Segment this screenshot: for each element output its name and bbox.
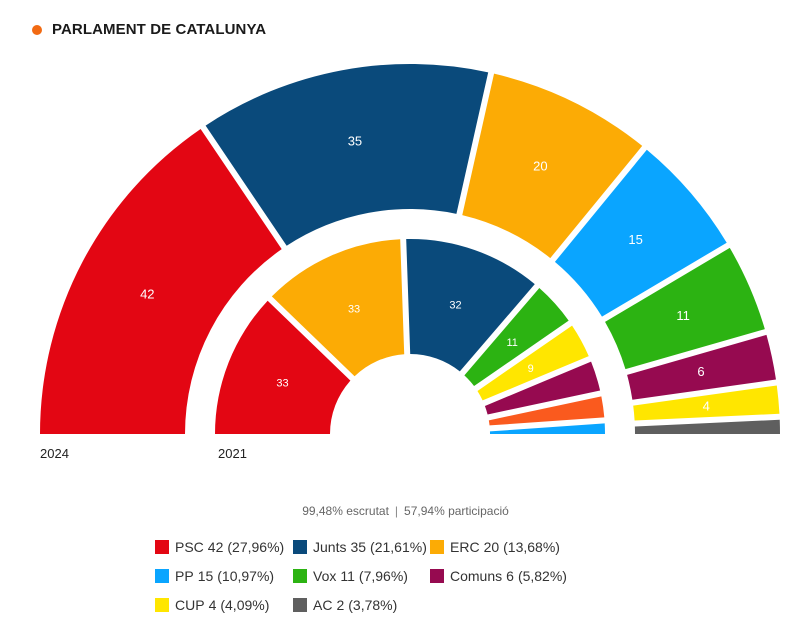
legend-swatch-comuns xyxy=(430,569,444,583)
year-label-2021: 2021 xyxy=(218,446,247,461)
legend-seat-count: 4 xyxy=(208,597,217,613)
legend-vote-percentage: (27,96%) xyxy=(227,539,285,555)
chart-title: PARLAMENT DE CATALUNYA xyxy=(52,21,267,38)
seat-segment-2021-cup[interactable] xyxy=(477,325,589,401)
seat-segment-2024-psc[interactable] xyxy=(40,128,282,435)
seat-segment-2024-comuns[interactable] xyxy=(627,334,776,400)
legend-vote-percentage: (4,09%) xyxy=(220,597,270,613)
scrutiny-text: 99,48% escrutat xyxy=(302,504,389,518)
legend-party-name: Vox xyxy=(313,568,337,584)
results-summary: 99,48% escrutat | 57,94% participació xyxy=(0,504,811,518)
legend-seat-count: 35 xyxy=(350,539,367,555)
legend-party-name: ERC xyxy=(450,539,480,555)
seat-segment-2024-vox[interactable] xyxy=(605,247,765,370)
seat-segment-2024-cup[interactable] xyxy=(633,385,780,421)
legend-seat-count: 20 xyxy=(483,539,500,555)
seat-count-label-2024-pp: 15 xyxy=(628,232,642,247)
seat-count-label-2021-cup: 9 xyxy=(528,363,534,375)
summary-separator: | xyxy=(394,504,399,518)
seat-count-label-2024-psc: 42 xyxy=(140,286,154,301)
seat-count-label-2024-comuns: 6 xyxy=(697,364,704,379)
seat-segment-2024-pp[interactable] xyxy=(554,149,727,317)
legend-item-erc[interactable]: ERC 20 (13,68%) xyxy=(430,539,560,555)
legend-swatch-vox xyxy=(293,569,307,583)
legend-swatch-ac xyxy=(293,598,307,612)
orange-dot-icon xyxy=(32,24,42,35)
legend-item-ac[interactable]: AC 2 (3,78%) xyxy=(293,597,397,613)
legend-vote-percentage: (5,82%) xyxy=(517,568,567,584)
seat-count-label-2024-vox: 11 xyxy=(676,308,690,323)
legend-party-name: PP xyxy=(175,568,194,584)
legend-vote-percentage: (3,78%) xyxy=(348,597,398,613)
legend-seat-count: 42 xyxy=(207,539,224,555)
legend-item-pp[interactable]: PP 15 (10,97%) xyxy=(155,568,274,584)
legend-swatch-pp xyxy=(155,569,169,583)
legend-seat-count: 2 xyxy=(336,597,345,613)
legend-vote-percentage: (13,68%) xyxy=(503,539,560,555)
participation-text: 57,94% participació xyxy=(404,504,509,518)
legend-item-cup[interactable]: CUP 4 (4,09%) xyxy=(155,597,269,613)
seat-segment-2021-psc[interactable] xyxy=(215,300,351,434)
legend-item-psc[interactable]: PSC 42 (27,96%) xyxy=(155,539,284,555)
parliament-chart: 42 35 20 15 11 6 4 2024 33 33 32 11 9 2021 xyxy=(40,64,780,461)
seat-count-label-2024-erc: 20 xyxy=(533,159,547,174)
seat-count-label-2024-cup: 4 xyxy=(703,398,710,413)
legend-party-name: AC xyxy=(313,597,333,613)
seat-segment-2021-pp[interactable] xyxy=(489,423,605,434)
legend-vote-percentage: (10,97%) xyxy=(217,568,275,584)
seat-segment-2024-ac[interactable] xyxy=(634,419,780,434)
legend-vote-percentage: (7,96%) xyxy=(358,568,408,584)
seat-count-label-2024-junts: 35 xyxy=(348,134,362,149)
year-label-2024: 2024 xyxy=(40,446,69,461)
legend-seat-count: 6 xyxy=(506,568,514,584)
legend-party-name: Comuns xyxy=(450,568,503,584)
legend-swatch-psc xyxy=(155,540,169,554)
legend-item-comuns[interactable]: Comuns 6 (5,82%) xyxy=(430,568,567,584)
legend-swatch-junts xyxy=(293,540,307,554)
chart-header: PARLAMENT DE CATALUNYA xyxy=(32,21,266,38)
legend-seat-count: 15 xyxy=(197,568,214,584)
legend-seat-count: 11 xyxy=(340,568,355,584)
seat-segment-2021-vox[interactable] xyxy=(464,288,569,387)
seat-segment-2021-comuns[interactable] xyxy=(484,361,601,415)
seat-segment-2024-erc[interactable] xyxy=(462,73,643,259)
seat-segment-2021-junts[interactable] xyxy=(406,239,535,372)
seat-segment-2021-cs[interactable] xyxy=(488,396,605,426)
legend-item-junts[interactable]: Junts 35 (21,61%) xyxy=(293,539,427,555)
seat-count-label-2021-erc: 33 xyxy=(348,303,360,315)
seat-segment-2024-junts[interactable] xyxy=(205,64,489,246)
legend-party-name: CUP xyxy=(175,597,205,613)
seat-count-label-2021-junts: 32 xyxy=(449,299,461,311)
legend-item-vox[interactable]: Vox 11 (7,96%) xyxy=(293,568,408,584)
legend-swatch-erc xyxy=(430,540,444,554)
legend-vote-percentage: (21,61%) xyxy=(370,539,427,555)
seat-segment-2021-erc[interactable] xyxy=(271,239,405,377)
seat-count-label-2021-vox: 11 xyxy=(506,337,517,349)
seat-count-label-2021-psc: 33 xyxy=(276,377,288,389)
legend-party-name: Junts xyxy=(313,539,347,555)
legend-party-name: PSC xyxy=(175,539,204,555)
legend-swatch-cup xyxy=(155,598,169,612)
